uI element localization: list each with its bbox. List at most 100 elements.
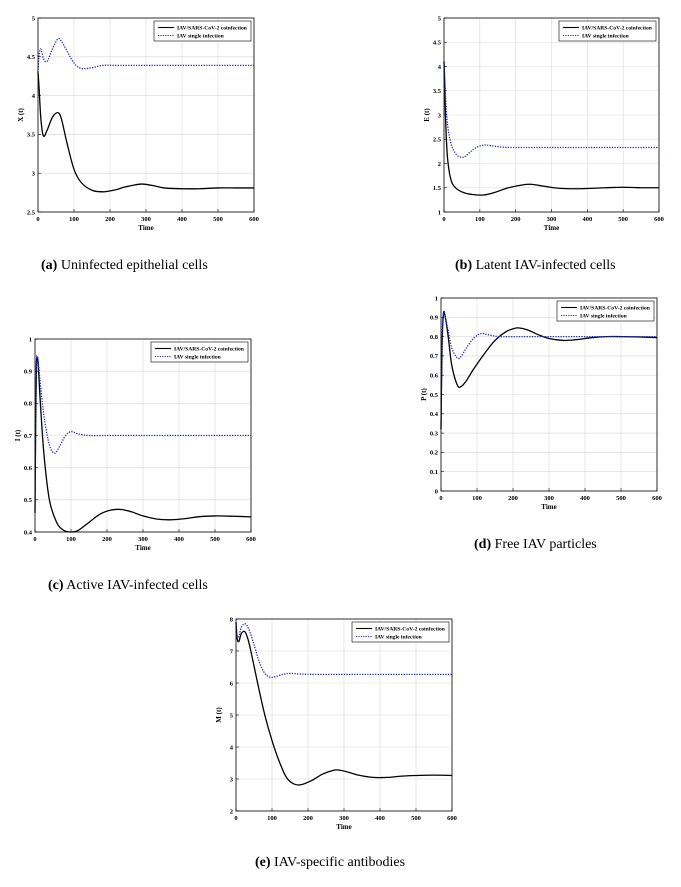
caption-c-letter: (c) [48,578,64,593]
y-tick-label: 6 [230,680,234,687]
y-tick-label: 4.5 [433,40,442,47]
panel-d: 0 100 200 300 400 500 600 0 0.1 0.2 0.3 0.4 0.5 0.6 0.… [420,295,662,553]
caption-c: (c) Active IAV-infected cells [48,578,208,594]
y-tick-label: 0.4 [430,411,439,418]
y-tick-label: 7 [230,648,234,655]
x-tick-label: 500 [618,216,628,223]
legend-box [556,300,655,322]
y-axis-label: P (t) [420,388,428,401]
y-tick-label: 0.1 [430,469,438,476]
y-tick-label: 1 [435,295,438,302]
y-tick-label: 1.5 [433,185,442,192]
y-tick-label: 2.5 [433,137,442,144]
x-tick-label: 200 [102,536,112,543]
y-tick-label: 0.3 [430,430,439,437]
y-tick-label: 0.5 [24,497,33,504]
x-tick-label: 100 [69,216,79,223]
y-tick-label: 5 [32,15,36,22]
x-axis-label: Time [544,224,559,232]
y-axis-label: X (t) [17,107,25,121]
y-tick-label: 0.5 [430,392,439,399]
legend-entry: IAV/SARS-CoV-2 coinfection [582,26,653,32]
x-tick-label: 300 [547,216,557,223]
caption-e: (e) IAV-specific antibodies [255,855,405,871]
y-tick-label: 1 [438,209,441,216]
x-tick-label: 400 [580,495,590,502]
y-tick-label: 4 [230,744,234,751]
x-tick-label: 100 [472,495,482,502]
y-tick-label: 4 [32,93,36,100]
y-axis-label: E (t) [423,108,431,122]
y-tick-label: 3 [438,112,442,119]
x-tick-label: 600 [447,815,457,822]
caption-d: (d) Free IAV particles [474,537,597,553]
legend: IAV/SARS-CoV-2 coinfection IAV single inf… [351,621,450,643]
x-tick-label: 0 [234,815,237,822]
legend: IAV/SARS-CoV-2 coinfection IAV single inf… [150,341,249,363]
y-tick-label: 1 [29,336,32,343]
chart-active-iav-infected-cells: 0 100 200 300 400 500 600 0.4 0.5 0.6 0.7 0.8 0.9 1 Ti… [14,336,256,552]
series-line-coinfection [34,356,252,533]
legend-box [351,621,450,643]
x-tick-label: 300 [339,815,349,822]
caption-a: (a) Uninfected epithelial cells [41,258,208,274]
x-tick-label: 0 [439,495,442,502]
caption-e-letter: (e) [255,855,271,870]
legend: IAV/SARS-CoV-2 coinfection IAV single inf… [556,300,655,322]
series-line-coinfection [37,72,254,193]
x-axis-label: Time [541,503,556,511]
legend-entry: IAV single infection [174,355,222,361]
x-axis-label: Time [336,823,351,831]
y-axis-label: I (t) [14,429,22,441]
x-tick-label: 0 [442,216,445,223]
x-tick-label: 100 [475,216,485,223]
y-tick-label: 8 [230,616,234,623]
x-tick-label: 600 [246,536,256,543]
legend: IAV/SARS-CoV-2 coinfection IAV single inf… [558,20,657,42]
chart-latent-iav-infected-cells: 0 100 200 300 400 500 600 1 1.5 2 2.5 3 3.5 4 4.5 5 Time… [423,15,664,232]
y-tick-label: 2 [230,808,233,815]
series-line-coinfection [440,310,658,430]
legend-entry: IAV/SARS-CoV-2 coinfection [580,306,651,312]
caption-d-text: Free IAV particles [494,537,597,552]
y-tick-label: 0.7 [24,433,33,440]
series-line-coinfection [235,622,453,786]
panel-a: 0 100 200 300 400 500 600 2.5 3 3.5 4 4.5 5 Time X (t)… [0,0,340,280]
x-tick-label: 500 [616,495,626,502]
legend-entry: IAV/SARS-CoV-2 coinfection [375,627,446,633]
caption-b: (b) Latent IAV-infected cells [455,258,616,274]
x-tick-label: 0 [36,216,39,223]
series-line-single [443,61,659,158]
chart-uninfected-epithelial-cells: 0 100 200 300 400 500 600 2.5 3 3.5 4 4.5 5 Time X (t)… [17,15,259,232]
legend-entry: IAV single infection [375,635,423,641]
y-tick-label: 0.9 [24,368,33,375]
y-tick-label: 5 [438,15,442,22]
x-axis-label: Time [135,544,150,552]
y-tick-label: 0.4 [24,529,33,536]
y-tick-label: 5 [230,712,234,719]
x-tick-label: 300 [141,216,151,223]
y-axis-label: M (t) [215,707,223,723]
x-tick-label: 200 [105,216,115,223]
legend-box [558,20,657,42]
x-tick-label: 100 [66,536,76,543]
y-tick-label: 3.5 [433,88,442,95]
x-tick-label: 200 [508,495,518,502]
y-tick-label: 0.6 [430,373,439,380]
panel-c: 0 100 200 300 400 500 600 0.4 0.5 0.6 0.7 0.8 0.9 1 Ti… [0,0,340,600]
legend-entry: IAV single infection [177,34,225,40]
y-tick-label: 2 [438,161,441,168]
grid [235,618,453,812]
y-tick-label: 3.5 [27,132,36,139]
legend-box [153,20,252,42]
x-tick-label: 400 [177,216,187,223]
x-tick-label: 200 [511,216,521,223]
series-line-single [34,354,252,513]
caption-c-text: Active IAV-infected cells [66,578,208,593]
x-tick-label: 600 [652,495,662,502]
y-tick-label: 0.6 [24,465,33,472]
x-tick-label: 600 [654,216,664,223]
x-tick-label: 100 [267,815,277,822]
x-tick-label: 500 [213,216,223,223]
caption-b-text: Latent IAV-infected cells [475,258,616,273]
